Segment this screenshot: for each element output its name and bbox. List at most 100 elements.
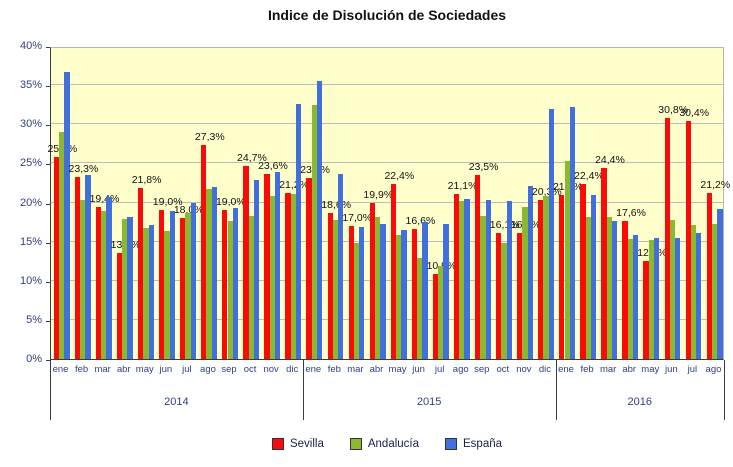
bar-sevilla [538,200,544,359]
data-label: 23,6% [258,160,288,173]
x-axis-month-label: nov [263,364,279,375]
bar-andalucia [627,238,633,359]
bar-espana [380,224,386,359]
legend-swatch-icon [445,438,458,450]
data-label: 21,2% [279,179,309,192]
x-axis-year-label: 2015 [416,396,442,408]
gridline [51,123,723,125]
bar-andalucia [606,216,612,359]
bar-sevilla [559,194,565,359]
bar-andalucia [164,230,170,359]
bar-andalucia [353,243,360,359]
bar-sevilla [137,188,144,359]
bar-espana [696,233,702,359]
bar-andalucia [417,258,423,359]
bar-sevilla [517,233,523,359]
y-axis-tick-label: 30% [19,118,42,131]
bar-sevilla [496,233,502,359]
bar-andalucia [80,200,86,359]
bar-espana [443,223,449,359]
bar-espana [274,171,281,359]
x-axis-month-label: ene [558,364,574,375]
data-label: 17,6% [616,207,646,220]
bar-sevilla [327,213,333,359]
bar-espana [717,208,723,359]
data-label: 27,3% [194,131,225,144]
chart-title: Indice de Disolución de Sociedades [267,7,507,23]
bar-sevilla [664,118,670,359]
y-axis-tick-mark [46,125,50,127]
bar-espana [569,107,576,359]
x-axis-month-label: abr [622,364,637,375]
bar-sevilla [369,203,375,359]
x-axis-month-label: jul [434,364,445,375]
bar-andalucia [459,200,465,359]
gridline [51,84,723,86]
bar-espana [527,186,533,359]
bar-espana [85,175,91,359]
bar-sevilla [222,210,228,359]
x-axis-month-label: oct [243,364,257,375]
bar-andalucia [290,193,296,359]
bar-espana [106,197,112,359]
x-axis-month-label: jun [159,364,173,375]
bar-espana [401,229,407,359]
bar-andalucia [122,218,128,359]
bar-espana [169,211,175,359]
x-axis-month-label: jul [182,364,192,375]
bar-andalucia [669,219,676,359]
x-axis-month-label: nov [516,364,532,375]
x-axis-month-label: ene [305,364,322,375]
bar-andalucia [438,265,444,359]
x-axis-month-label: dic [286,364,299,375]
bar-andalucia [185,212,191,359]
bar-andalucia [374,216,381,359]
x-axis-year-label: 2016 [627,396,652,408]
gridline [51,162,723,164]
x-axis-month-label: jul [687,364,698,375]
legend-label: Sevilla [289,438,324,450]
bar-espana [359,226,365,359]
legend-item: España [445,438,502,450]
bar-sevilla [285,193,291,359]
y-axis-tick-mark [46,320,50,322]
bar-sevilla [264,174,270,359]
bar-andalucia [648,240,655,359]
bar-andalucia [101,211,107,359]
data-label: 23,5% [468,161,499,174]
x-axis-month-label: feb [580,364,594,375]
bar-sevilla [53,157,59,359]
x-axis-month-label: sep [474,364,490,375]
bar-sevilla [474,175,481,359]
data-label: 18,6% [321,199,352,212]
year-separator-line [302,360,304,420]
bar-andalucia [143,228,149,359]
year-separator-line [724,360,725,420]
y-axis-tick-mark [46,47,50,48]
x-axis-month-label: abr [369,364,384,375]
y-axis-tick-label: 20% [19,196,42,209]
y-axis-tick-mark [46,86,50,88]
y-axis-tick-mark [46,242,50,244]
bar-sevilla [243,165,249,359]
y-axis-tick-mark [46,203,50,205]
bar-espana [654,237,660,359]
legend: Sevilla Andalucía España [50,438,724,450]
bar-andalucia [543,196,549,359]
data-label: 18,0% [173,204,204,217]
bar-espana [232,207,239,359]
gridline [51,318,723,320]
y-axis-tick-label: 15% [19,235,42,248]
bar-sevilla [432,273,439,359]
x-axis-month-label: jun [665,364,678,375]
bar-espana [590,194,597,359]
bar-espana [190,203,196,359]
data-label: 19,9% [363,189,394,202]
x-axis-month-label: ago [452,364,469,375]
bar-sevilla [159,210,165,359]
bar-andalucia [396,235,402,359]
y-axis-tick-mark [46,164,50,166]
bar-sevilla [411,229,418,359]
x-axis-month-label: ago [705,364,722,375]
